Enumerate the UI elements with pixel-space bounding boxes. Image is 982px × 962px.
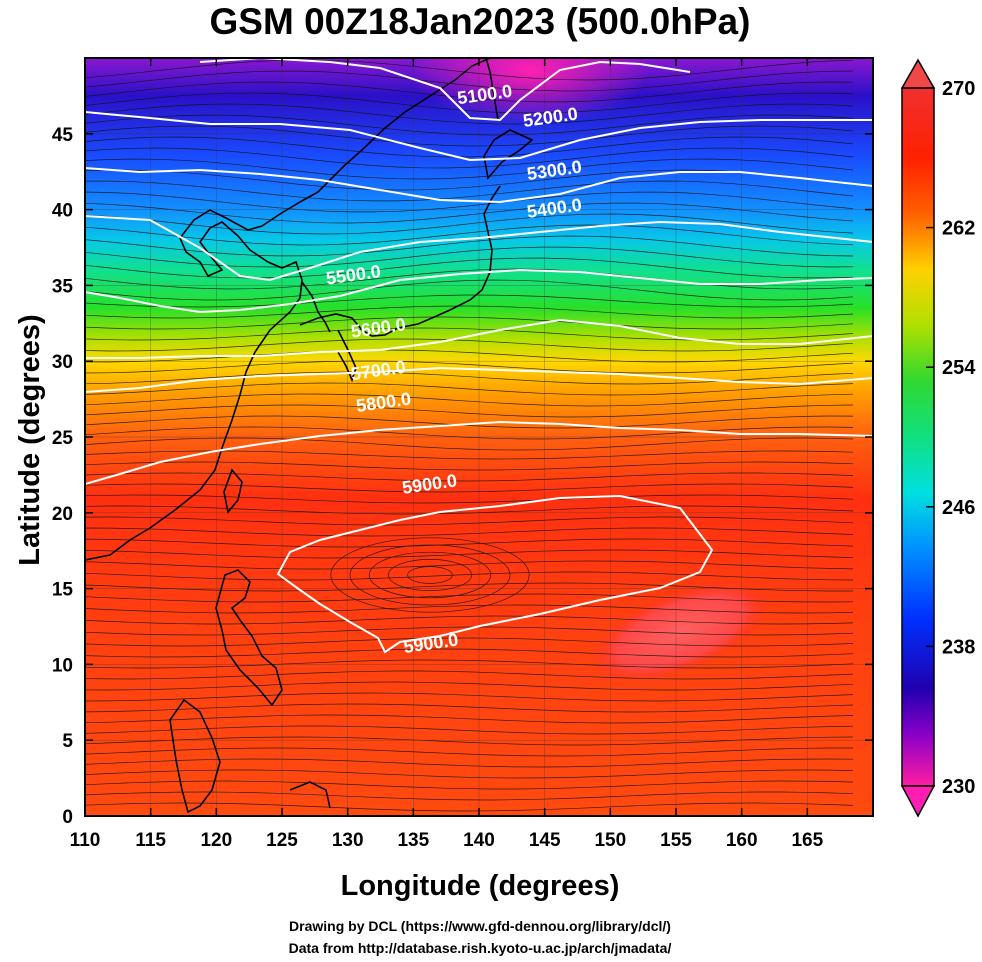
x-axis: 110 115 120 125 130 135 140 145 150 155 160 165	[70, 58, 824, 851]
colorbar-tick-label: 254	[942, 357, 976, 379]
colorbar-arrow-top	[900, 58, 936, 89]
x-tick-label: 165	[791, 830, 823, 851]
chart-title: GSM 00Z18Jan2023 (500.0hPa)	[209, 1, 751, 42]
y-axis-label: Latitude (degrees)	[14, 314, 46, 566]
y-tick-label: 40	[52, 201, 73, 222]
x-tick-label: 150	[594, 830, 626, 851]
credit-data: Data from http://database.rish.kyoto-u.a…	[288, 940, 672, 956]
geopotential-contours	[85, 58, 873, 654]
y-tick-label: 20	[52, 504, 73, 525]
x-tick-label: 115	[135, 830, 166, 851]
x-tick-label: 125	[266, 830, 298, 851]
colorbar-tick-label: 262	[942, 218, 975, 240]
credit-drawing: Drawing by DCL (https://www.gfd-dennou.o…	[289, 918, 671, 934]
shaded-field	[85, 58, 873, 816]
x-tick-label: 120	[200, 830, 232, 851]
y-tick-label: 45	[52, 125, 74, 146]
colorbar-tick-label: 270	[942, 78, 975, 100]
y-tick-label: 25	[52, 428, 74, 449]
coastlines	[85, 58, 534, 814]
x-tick-label: 135	[397, 830, 429, 851]
x-tick-label: 110	[70, 830, 101, 851]
x-tick-label: 130	[332, 830, 364, 851]
colorbar-tick-label: 230	[942, 776, 975, 798]
grid-lines	[85, 58, 873, 816]
colorbar-tick-label: 246	[942, 497, 975, 519]
streamlines	[85, 59, 854, 812]
y-tick-label: 10	[52, 655, 73, 676]
x-tick-label: 155	[660, 830, 692, 851]
y-tick-label: 0	[62, 807, 73, 828]
colorbar-arrow-bottom	[900, 785, 936, 818]
x-tick-label: 160	[726, 830, 758, 851]
y-tick-label: 15	[52, 580, 74, 601]
colorbar-body	[901, 87, 935, 787]
y-tick-label: 5	[62, 731, 73, 752]
x-axis-label: Longitude (degrees)	[340, 870, 620, 902]
x-tick-label: 140	[463, 830, 495, 851]
x-tick-label: 145	[529, 830, 561, 851]
colorbar-tick-label: 238	[942, 636, 975, 658]
y-tick-label: 35	[52, 276, 74, 297]
y-tick-label: 30	[52, 352, 73, 373]
colorbar: 270 262 254 246 238 230	[900, 58, 976, 818]
y-axis: 0 5 10 15 20 25 30 35 40 45	[52, 125, 873, 828]
